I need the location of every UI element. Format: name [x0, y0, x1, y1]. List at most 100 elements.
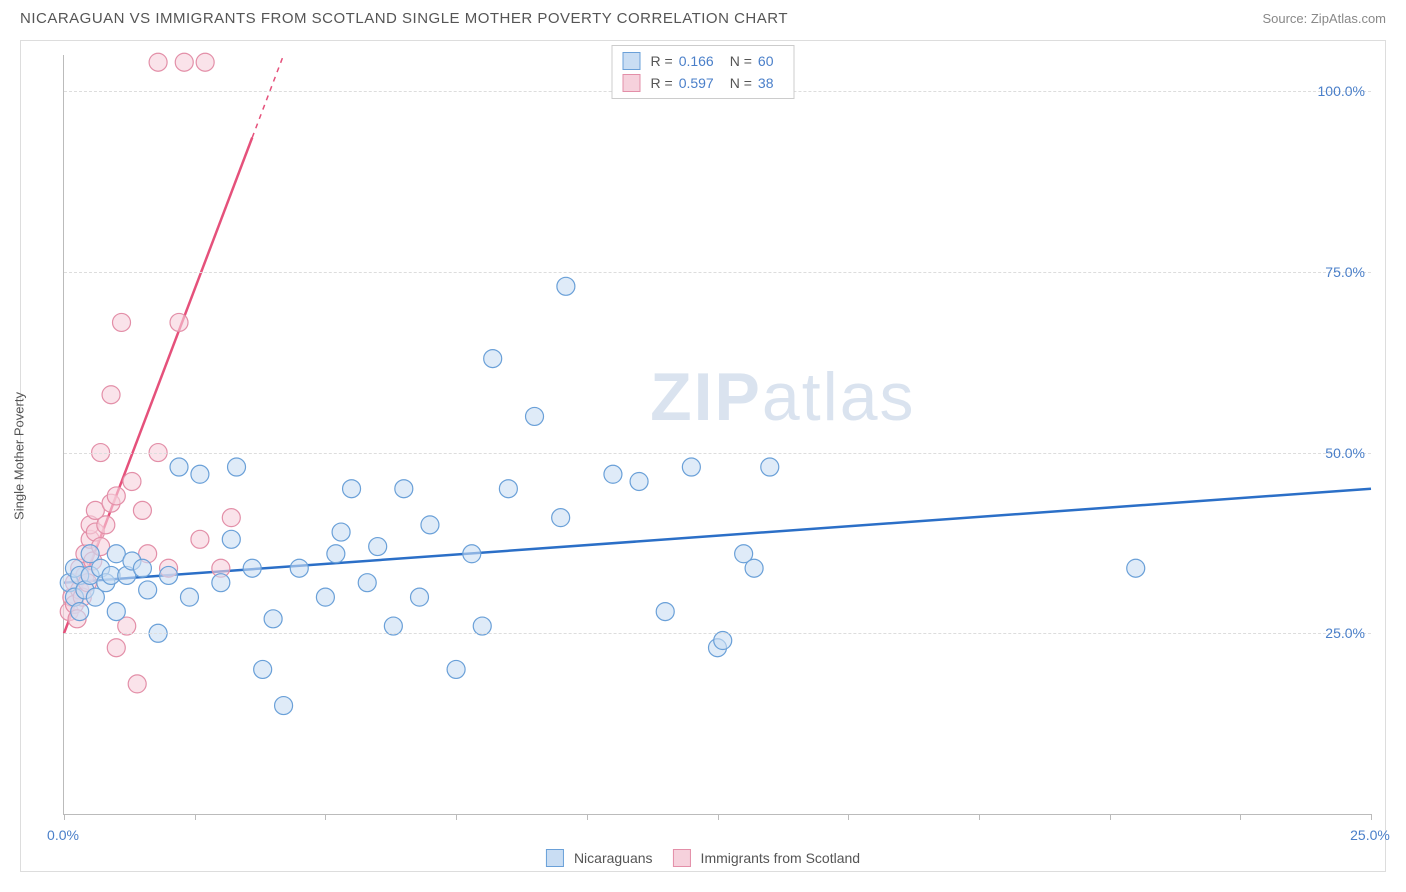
data-point — [170, 313, 188, 331]
data-point — [139, 581, 157, 599]
data-point — [191, 465, 209, 483]
series-legend: Nicaraguans Immigrants from Scotland — [546, 849, 860, 867]
data-point — [228, 458, 246, 476]
data-point — [275, 697, 293, 715]
swatch-series-0 — [546, 849, 564, 867]
ytick-label: 75.0% — [1325, 264, 1365, 280]
data-point — [128, 675, 146, 693]
xtick — [979, 814, 980, 820]
source-label: Source: ZipAtlas.com — [1262, 11, 1386, 26]
data-point — [133, 559, 151, 577]
data-point — [604, 465, 622, 483]
stats-row-series-0: R = 0.166 N = 60 — [623, 50, 784, 72]
swatch-series-1 — [623, 74, 641, 92]
xtick — [325, 814, 326, 820]
ytick-label: 25.0% — [1325, 625, 1365, 641]
xtick-label: 0.0% — [47, 827, 79, 843]
plot-svg — [64, 55, 1371, 814]
xtick — [1371, 814, 1372, 820]
swatch-series-1 — [673, 849, 691, 867]
data-point — [630, 472, 648, 490]
data-point — [411, 588, 429, 606]
data-point — [254, 660, 272, 678]
data-point — [421, 516, 439, 534]
swatch-series-0 — [623, 52, 641, 70]
data-point — [761, 458, 779, 476]
data-point — [552, 509, 570, 527]
data-point — [369, 538, 387, 556]
gridline — [64, 633, 1371, 634]
n-label: N = — [730, 50, 752, 72]
y-axis-label: Single Mother Poverty — [12, 392, 27, 520]
data-point — [222, 530, 240, 548]
xtick — [64, 814, 65, 820]
r-label: R = — [651, 50, 673, 72]
ytick-label: 100.0% — [1318, 83, 1365, 99]
data-point — [358, 574, 376, 592]
data-point — [196, 53, 214, 71]
data-point — [395, 480, 413, 498]
data-point — [102, 386, 120, 404]
stats-legend: R = 0.166 N = 60 R = 0.597 N = 38 — [612, 45, 795, 99]
data-point — [526, 407, 544, 425]
data-point — [484, 350, 502, 368]
data-point — [499, 480, 517, 498]
data-point — [1127, 559, 1145, 577]
data-point — [332, 523, 350, 541]
data-point — [290, 559, 308, 577]
data-point — [327, 545, 345, 563]
ytick-label: 50.0% — [1325, 445, 1365, 461]
data-point — [745, 559, 763, 577]
data-point — [656, 603, 674, 621]
chart-title: NICARAGUAN VS IMMIGRANTS FROM SCOTLAND S… — [20, 10, 788, 27]
n-value-1: 38 — [758, 72, 774, 94]
xtick — [195, 814, 196, 820]
data-point — [557, 277, 575, 295]
xtick-label: 25.0% — [1350, 827, 1390, 843]
gridline — [64, 453, 1371, 454]
data-point — [180, 588, 198, 606]
data-point — [343, 480, 361, 498]
legend-label-0: Nicaraguans — [574, 850, 653, 866]
xtick — [456, 814, 457, 820]
data-point — [170, 458, 188, 476]
plot-area: ZIPatlas 25.0%50.0%75.0%100.0% — [63, 55, 1371, 815]
data-point — [149, 53, 167, 71]
gridline — [64, 272, 1371, 273]
data-point — [243, 559, 261, 577]
data-point — [160, 566, 178, 584]
data-point — [447, 660, 465, 678]
data-point — [133, 501, 151, 519]
r-label: R = — [651, 72, 673, 94]
n-value-0: 60 — [758, 50, 774, 72]
legend-label-1: Immigrants from Scotland — [701, 850, 861, 866]
chart-container: Single Mother Poverty ZIPatlas 25.0%50.0… — [20, 40, 1386, 872]
data-point — [113, 313, 131, 331]
data-point — [175, 53, 193, 71]
xtick — [848, 814, 849, 820]
data-point — [107, 487, 125, 505]
data-point — [123, 472, 141, 490]
xtick — [718, 814, 719, 820]
data-point — [264, 610, 282, 628]
stats-row-series-1: R = 0.597 N = 38 — [623, 72, 784, 94]
legend-item-0: Nicaraguans — [546, 849, 653, 867]
data-point — [107, 603, 125, 621]
trend-line-dashed — [252, 55, 283, 138]
data-point — [316, 588, 334, 606]
n-label: N = — [730, 72, 752, 94]
data-point — [191, 530, 209, 548]
xtick — [1110, 814, 1111, 820]
r-value-0: 0.166 — [679, 50, 714, 72]
xtick — [587, 814, 588, 820]
data-point — [463, 545, 481, 563]
xtick — [1240, 814, 1241, 820]
data-point — [682, 458, 700, 476]
legend-item-1: Immigrants from Scotland — [673, 849, 861, 867]
r-value-1: 0.597 — [679, 72, 714, 94]
data-point — [71, 603, 89, 621]
data-point — [97, 516, 115, 534]
data-point — [212, 574, 230, 592]
data-point — [107, 639, 125, 657]
data-point — [222, 509, 240, 527]
